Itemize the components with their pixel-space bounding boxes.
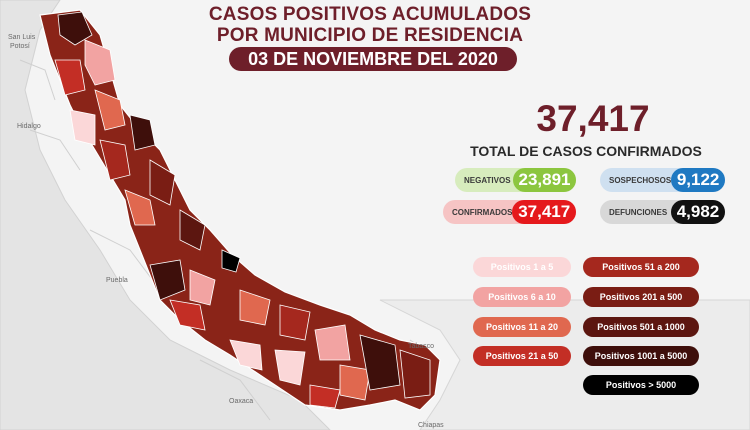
sospechosos-label: SOSPECHOSOS xyxy=(609,175,672,185)
legend-item-21-50: Positivos 21 a 50 xyxy=(473,346,571,366)
map-label-potosi: Potosí xyxy=(10,43,30,50)
legend-item-11-20: Positivos 11 a 20 xyxy=(473,317,571,337)
legend-item-1-5: Positivos 1 a 5 xyxy=(473,257,571,277)
negativos-value: 23,891 xyxy=(513,168,576,192)
map-label-chiapas: Chiapas xyxy=(418,422,444,429)
confirmados-stat: CONFIRMADOS 37,417 xyxy=(443,200,576,224)
legend-item-1001-5000: Positivos 1001 a 5000 xyxy=(583,346,699,366)
defunciones-value: 4,982 xyxy=(671,200,725,224)
defunciones-stat: DEFUNCIONES 4,982 xyxy=(600,200,725,224)
sospechosos-value: 9,122 xyxy=(671,168,725,192)
negativos-stat: NEGATIVOS 23,891 xyxy=(455,168,576,192)
map-label-puebla: Puebla xyxy=(106,277,128,284)
confirmados-label: CONFIRMADOS xyxy=(452,207,513,217)
legend-item-6-10: Positivos 6 a 10 xyxy=(473,287,571,307)
legend-item-201-500: Positivos 201 a 500 xyxy=(583,287,699,307)
title-line-2: POR MUNICIPIO DE RESIDENCIA xyxy=(216,25,524,46)
page-title: CASOS POSITIVOS ACUMULADOS POR MUNICIPIO… xyxy=(200,4,540,46)
map-label-san-luis: San Luis xyxy=(8,34,36,41)
legend-item-51-200: Positivos 51 a 200 xyxy=(583,257,699,277)
legend-item-over-5000: Positivos > 5000 xyxy=(583,375,699,395)
total-cases-number: 37,417 xyxy=(536,98,650,139)
date-badge: 03 DE NOVIEMBRE DEL 2020 xyxy=(229,47,517,71)
map-label-hidalgo: Hidalgo xyxy=(17,123,41,130)
neighbor-states-area xyxy=(0,0,331,430)
map-label-tabasco: Tabasco xyxy=(408,343,435,350)
sospechosos-stat: SOSPECHOSOS 9,122 xyxy=(600,168,725,192)
total-cases-label: TOTAL DE CASOS CONFIRMADOS xyxy=(470,143,702,159)
confirmados-value: 37,417 xyxy=(512,200,576,224)
negativos-label: NEGATIVOS xyxy=(464,175,511,185)
legend-item-501-1000: Positivos 501 a 1000 xyxy=(583,317,699,337)
map-label-oaxaca: Oaxaca xyxy=(229,398,254,405)
defunciones-label: DEFUNCIONES xyxy=(609,207,668,217)
title-line-1: CASOS POSITIVOS ACUMULADOS xyxy=(208,4,532,25)
